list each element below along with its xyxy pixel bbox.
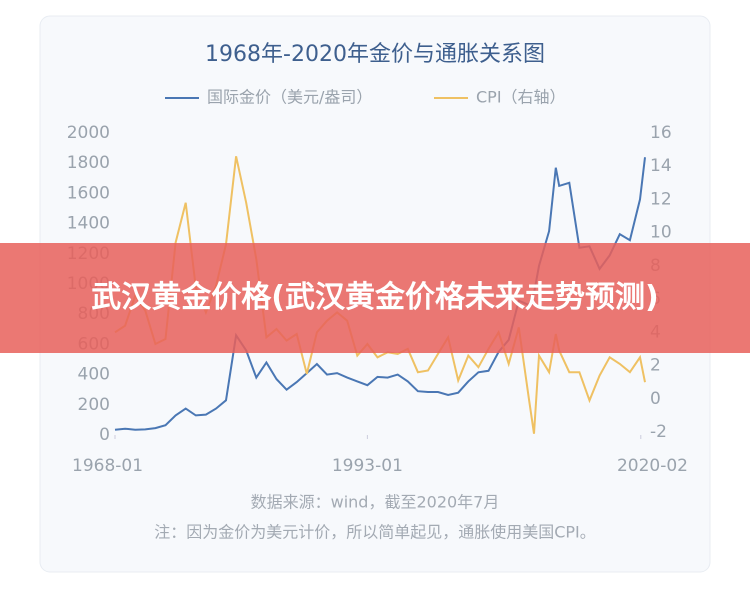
x-tick-label: 1993-01 bbox=[332, 456, 403, 476]
y-tick-label: 400 bbox=[78, 365, 110, 385]
y-tick-label: 0 bbox=[99, 425, 110, 445]
y2-tick-label: 16 bbox=[650, 123, 672, 143]
y2-tick-label: 14 bbox=[650, 156, 672, 176]
y2-tick-label: 2 bbox=[650, 356, 661, 376]
x-tick-label: 2020-02 bbox=[617, 456, 688, 476]
series-line bbox=[114, 157, 646, 431]
y2-tick-label: 12 bbox=[650, 189, 672, 209]
legend-label: CPI（右轴） bbox=[476, 88, 566, 107]
note: 注：因为金价为美元计价，所以简单起见，通胀使用美国CPI。 bbox=[154, 523, 596, 542]
chart-title: 1968年-2020年金价与通胀关系图 bbox=[205, 42, 545, 67]
x-tick-label: 1968-01 bbox=[72, 456, 143, 476]
y-tick-label: 2000 bbox=[67, 123, 110, 143]
y-tick-label: 1400 bbox=[67, 214, 110, 234]
note: 数据来源：wind，截至2020年7月 bbox=[251, 493, 500, 512]
legend-label: 国际金价（美元/盎司） bbox=[207, 88, 372, 107]
y2-tick-label: 10 bbox=[650, 223, 672, 243]
y2-tick-label: -2 bbox=[650, 422, 667, 442]
banner: 武汉黄金价格(武汉黄金价格未来走势预测) bbox=[0, 243, 750, 353]
y2-tick-label: 0 bbox=[650, 389, 661, 409]
y-tick-label: 200 bbox=[78, 395, 110, 415]
banner-text: 武汉黄金价格(武汉黄金价格未来走势预测) bbox=[91, 280, 659, 315]
y-tick-label: 1600 bbox=[67, 183, 110, 203]
y-tick-label: 1800 bbox=[67, 153, 110, 173]
